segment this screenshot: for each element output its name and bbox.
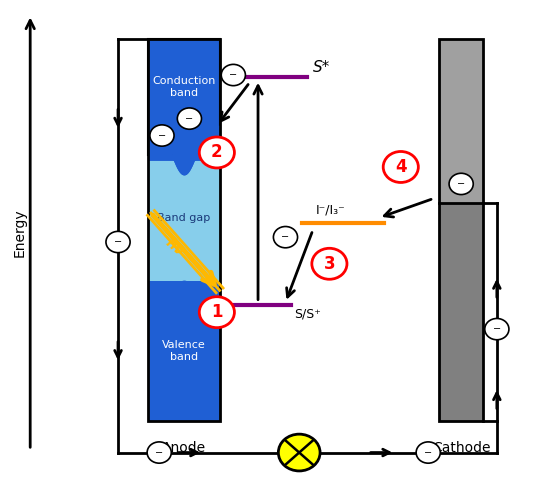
Text: 4: 4 (395, 158, 407, 176)
Text: −: − (282, 232, 289, 242)
Text: Band gap: Band gap (158, 213, 210, 223)
Text: hν: hν (163, 235, 186, 258)
Text: Valence
band: Valence band (162, 340, 206, 362)
Circle shape (312, 248, 347, 279)
Circle shape (485, 318, 509, 340)
Text: Energy: Energy (12, 208, 26, 257)
Text: −: − (493, 324, 501, 334)
Bar (148, 281, 220, 421)
Text: −: − (186, 114, 193, 123)
Text: −: − (457, 179, 465, 189)
Text: 2: 2 (211, 143, 223, 162)
Circle shape (278, 434, 320, 471)
Circle shape (199, 137, 234, 168)
Circle shape (106, 231, 130, 253)
Text: −: − (229, 70, 237, 80)
Text: S/S⁺: S/S⁺ (294, 307, 321, 320)
Bar (148, 155, 220, 281)
Text: Anode: Anode (162, 441, 206, 454)
Circle shape (199, 297, 234, 328)
Text: −: − (158, 131, 166, 140)
Text: −: − (155, 448, 163, 457)
Bar (439, 39, 483, 421)
Text: I⁻/I₃⁻: I⁻/I₃⁻ (316, 204, 345, 217)
Bar (148, 39, 220, 421)
Circle shape (273, 227, 298, 248)
Text: Cathode: Cathode (432, 441, 490, 454)
Bar (439, 203, 483, 421)
Text: −: − (114, 237, 122, 247)
Bar (439, 39, 483, 203)
Text: 1: 1 (211, 303, 222, 321)
Circle shape (383, 151, 418, 182)
Text: S*: S* (313, 60, 330, 75)
Circle shape (177, 108, 201, 129)
Circle shape (150, 125, 174, 146)
Circle shape (449, 173, 473, 195)
Circle shape (416, 442, 440, 463)
Text: 3: 3 (323, 255, 335, 273)
Circle shape (147, 442, 171, 463)
Circle shape (221, 64, 245, 86)
Text: Conduction
band: Conduction band (152, 76, 216, 98)
Text: −: − (424, 448, 432, 457)
Bar (148, 39, 220, 155)
